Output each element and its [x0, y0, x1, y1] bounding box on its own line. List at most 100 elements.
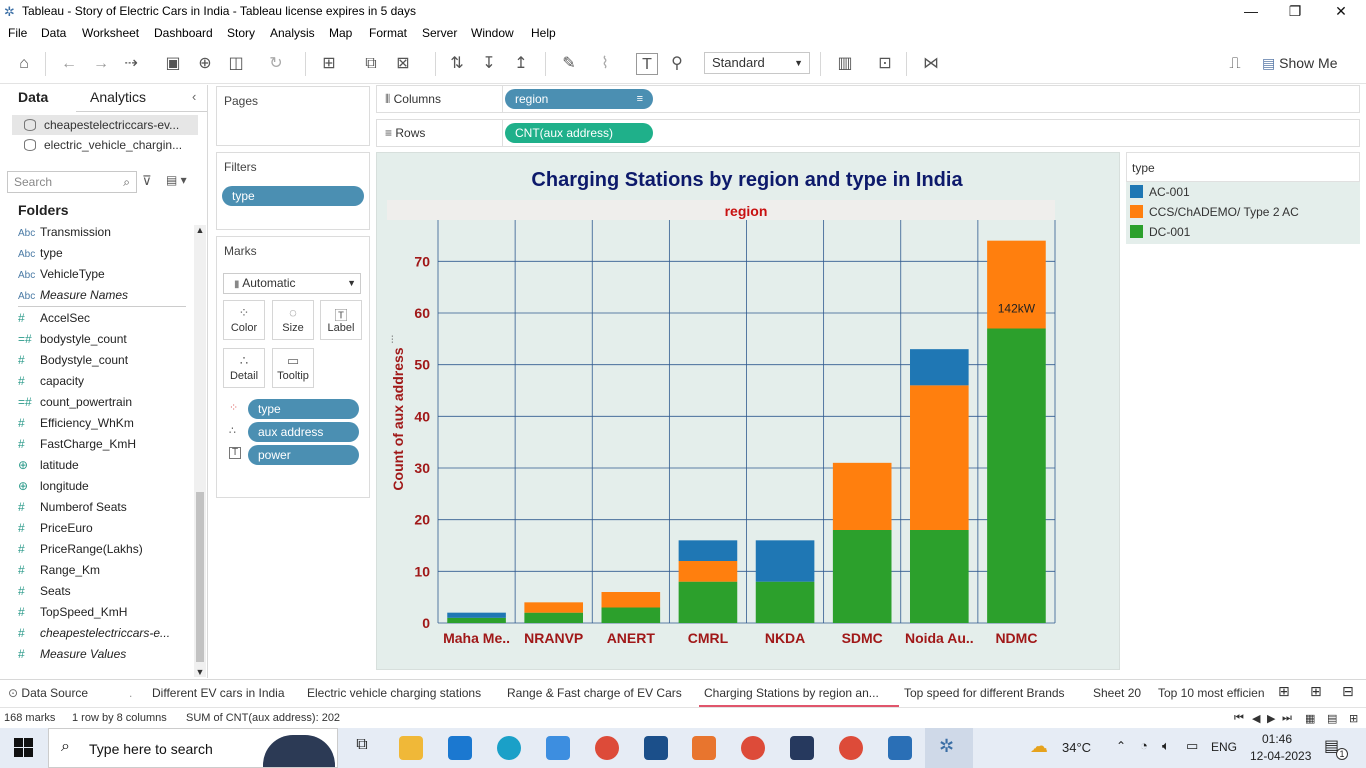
undo-icon[interactable]: ←	[61, 55, 77, 72]
scrollbar-track[interactable]: ▲ ▼	[194, 225, 206, 677]
home-icon[interactable]: ⌂	[19, 55, 29, 72]
field-range-km[interactable]: # Range_Km	[18, 560, 100, 581]
file-explorer-icon[interactable]	[399, 736, 423, 760]
swap-rows-columns-icon[interactable]: ⇅	[450, 55, 464, 72]
bar-segment[interactable]	[524, 612, 583, 623]
share-icon[interactable]: ⋈	[923, 55, 939, 72]
refresh-icon[interactable]: ↻	[269, 55, 283, 72]
last-sheet-icon[interactable]: ⏭	[1282, 712, 1292, 724]
columns-pill-region[interactable]: region ≡	[505, 89, 653, 109]
tab-different-ev-cars[interactable]: Different EV cars in India	[152, 686, 285, 700]
tableau-prep-icon[interactable]	[790, 736, 814, 760]
field-accelsec[interactable]: # AccelSec	[18, 308, 90, 329]
field-priceeuro[interactable]: # PriceEuro	[18, 518, 93, 539]
close-button[interactable]: ✕	[1335, 3, 1347, 19]
field-search-input[interactable]: Search ⌕	[7, 171, 137, 193]
menu-format[interactable]: Format	[369, 26, 408, 40]
field-fastcharge-kmh[interactable]: # FastCharge_KmH	[18, 434, 136, 455]
bar-segment[interactable]	[910, 349, 969, 386]
menu-analysis[interactable]: Analysis	[270, 26, 315, 40]
filter-icon[interactable]: ⊽	[142, 173, 152, 188]
clock-time[interactable]: 01:46	[1262, 732, 1293, 746]
windows-start-icon[interactable]	[14, 738, 34, 758]
save-icon[interactable]: ▣	[165, 55, 181, 72]
show-hidden-icons[interactable]: ⌃	[1116, 739, 1127, 753]
color-legend[interactable]: type AC-001 CCS/ChADEMO/ Type 2 AC DC-00…	[1126, 152, 1360, 244]
media-player-icon[interactable]	[692, 736, 716, 760]
clear-sheet-icon[interactable]: ⊠	[396, 55, 410, 72]
collapse-pane-icon[interactable]: ‹	[192, 89, 197, 104]
presentation-mode-icon[interactable]: ⊡	[878, 55, 892, 72]
bar-segment[interactable]	[910, 530, 969, 623]
field-transmission[interactable]: Abc Transmission	[18, 222, 111, 243]
field-latitude[interactable]: ⊕ latitude	[18, 455, 79, 476]
next-sheet-icon[interactable]: ▶	[1267, 713, 1276, 725]
filters-card[interactable]: Filters type	[216, 152, 370, 230]
scroll-up-icon[interactable]: ▲	[195, 225, 205, 235]
datasource-item-cheapest[interactable]: cheapestelectriccars-ev...	[12, 115, 198, 135]
new-worksheet-tab-icon[interactable]: ⊞	[1278, 683, 1290, 699]
rows-shelf[interactable]: ≡ Rows CNT(aux address)	[376, 119, 1360, 147]
legend-item-ccs[interactable]: CCS/ChADEMO/ Type 2 AC	[1130, 202, 1299, 222]
duplicate-sheet-icon[interactable]: ⧉	[365, 55, 377, 72]
field-bodystyle-count[interactable]: # Bodystyle_count	[18, 350, 128, 371]
notification-center-icon[interactable]: ▤	[1324, 738, 1340, 755]
legend-item-dc001[interactable]: DC-001	[1130, 222, 1190, 242]
bar-segment[interactable]	[524, 602, 583, 613]
task-view-icon[interactable]: ⧉	[356, 736, 368, 753]
mark-pill-aux-address[interactable]: aux address	[248, 422, 359, 442]
field-type[interactable]: Abc type	[18, 243, 63, 264]
field-numberof-seats[interactable]: # Numberof Seats	[18, 497, 127, 518]
bar-segment[interactable]	[987, 328, 1046, 624]
redo-icon[interactable]: →	[93, 55, 109, 72]
network-icon[interactable]: ◔	[1140, 738, 1148, 753]
scroll-down-icon[interactable]: ▼	[195, 667, 205, 677]
tableau-desktop-taskbar-button[interactable]: ✲	[925, 728, 973, 768]
rows-pill-cnt-aux-address[interactable]: CNT(aux address)	[505, 123, 653, 143]
field-measure-names[interactable]: Abc Measure Names	[18, 285, 128, 306]
tab-charging-by-region-active[interactable]: Charging Stations by region an...	[699, 680, 899, 708]
bar-segment[interactable]	[601, 592, 661, 608]
scrollbar-thumb[interactable]	[196, 492, 204, 662]
prev-sheet-icon[interactable]: ◀	[1252, 713, 1261, 725]
columns-shelf[interactable]: ⦀ Columns region ≡	[376, 85, 1360, 113]
field-capacity[interactable]: # capacity	[18, 371, 84, 392]
temperature-label[interactable]: 34°C	[1062, 740, 1092, 755]
tab-analytics[interactable]: Analytics	[90, 89, 147, 105]
bar-segment[interactable]	[987, 240, 1046, 329]
group-members-icon[interactable]: ⌇	[601, 55, 609, 72]
bar-segment[interactable]	[678, 561, 738, 582]
viz-area[interactable]: Charging Stations by region and type in …	[376, 152, 1120, 670]
menu-worksheet[interactable]: Worksheet	[82, 26, 140, 40]
field-efficiency-whkm[interactable]: # Efficiency_WhKm	[18, 413, 134, 434]
chrome-icon[interactable]	[595, 736, 619, 760]
bar-segment[interactable]	[447, 617, 506, 623]
language-indicator[interactable]: ENG	[1211, 740, 1238, 754]
volume-icon[interactable]: 🔈︎	[1162, 738, 1170, 753]
clock-date[interactable]: 12-04-2023	[1250, 749, 1312, 763]
field-measure-values[interactable]: # Measure Values	[18, 644, 126, 665]
field-bodystyle-count[interactable]: =# bodystyle_count	[18, 329, 127, 350]
replay-icon[interactable]: ⇢	[124, 55, 138, 72]
field-cheapestelectriccars-e[interactable]: # cheapestelectriccars-e...	[18, 623, 170, 644]
bar-segment[interactable]	[678, 540, 738, 561]
marks-size-button[interactable]: ◌ Size	[272, 300, 314, 340]
mark-pill-power[interactable]: power	[248, 445, 359, 465]
menu-file[interactable]: File	[8, 26, 28, 40]
field-count-powertrain[interactable]: =# count_powertrain	[18, 392, 132, 413]
sort-ascending-icon[interactable]: ↧	[482, 55, 496, 72]
tab-sheet-20[interactable]: Sheet 20	[1093, 686, 1142, 700]
grid-view-icon[interactable]: ⊞	[1349, 713, 1359, 725]
tableau-public-icon[interactable]	[644, 736, 668, 760]
mail-icon[interactable]	[448, 736, 472, 760]
weather-icon[interactable]: ☁	[1030, 736, 1048, 756]
store-icon[interactable]	[546, 736, 570, 760]
menu-story[interactable]: Story	[227, 26, 256, 40]
marks-color-button[interactable]: ⁘ Color	[223, 300, 265, 340]
tab-data[interactable]: Data	[18, 89, 49, 105]
bar-segment[interactable]	[447, 612, 506, 618]
fix-axes-icon[interactable]: ⚲	[671, 55, 683, 72]
menu-map[interactable]: Map	[329, 26, 353, 40]
bar-segment[interactable]	[601, 607, 661, 624]
tab-ev-charging-stations[interactable]: Electric vehicle charging stations	[307, 686, 482, 700]
